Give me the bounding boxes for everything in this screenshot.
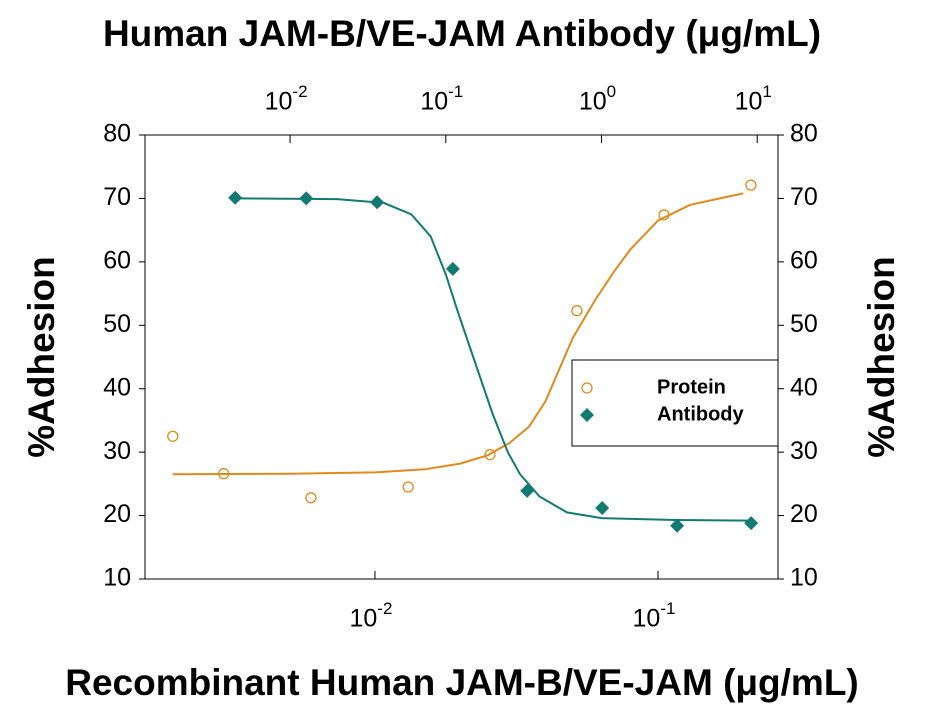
legend-label: Protein xyxy=(657,376,726,398)
tick-exponent: 1 xyxy=(762,82,771,101)
data-point xyxy=(595,500,610,515)
y-tick-label: 80 xyxy=(103,120,131,148)
y-tick-label: 50 xyxy=(103,310,131,338)
legend-box xyxy=(571,359,779,447)
plot-frame xyxy=(144,134,779,580)
data-point xyxy=(744,516,759,531)
y-axis-title: %Adhesion xyxy=(21,256,62,457)
y2-tick-label: 80 xyxy=(790,120,818,148)
y2-tick-label: 50 xyxy=(790,310,818,338)
data-point xyxy=(402,481,414,493)
y-tick-label: 20 xyxy=(103,500,131,528)
y2-tick-label: 40 xyxy=(790,373,818,401)
data-point xyxy=(370,195,385,210)
y2-tick-label: 20 xyxy=(790,500,818,528)
x2-tick-label: 101 xyxy=(735,82,772,115)
y-tick-label: 70 xyxy=(103,183,131,211)
x2-axis-title: Human JAM-B/VE-JAM Antibody (μg/mL) xyxy=(103,13,821,54)
data-point xyxy=(445,261,460,276)
fit-curve xyxy=(235,197,752,522)
data-point xyxy=(745,179,757,191)
data-point xyxy=(484,449,496,461)
y2-axis-title: %Adhesion xyxy=(861,256,902,457)
legend-marker xyxy=(580,408,594,422)
tick-exponent: -1 xyxy=(448,82,463,101)
y-tick-label: 40 xyxy=(103,373,131,401)
tick-exponent: -2 xyxy=(292,82,307,101)
data-point xyxy=(658,209,670,221)
y2-tick-label: 10 xyxy=(790,564,818,592)
y-tick-label: 60 xyxy=(103,246,131,274)
data-point xyxy=(571,305,583,317)
data-point xyxy=(167,430,179,442)
tick-exponent: -1 xyxy=(660,599,675,618)
data-point xyxy=(228,190,243,205)
y2-tick-label: 70 xyxy=(790,183,818,211)
legend-label: Antibody xyxy=(657,403,745,425)
y2-tick-label: 60 xyxy=(790,246,818,274)
data-point xyxy=(217,468,230,480)
x-tick-label: 10-2 xyxy=(349,599,392,632)
y2-tick-label: 30 xyxy=(790,437,818,465)
data-point xyxy=(305,492,317,504)
x2-tick-label: 10-1 xyxy=(420,82,463,115)
data-point xyxy=(670,518,685,533)
tick-exponent: 0 xyxy=(607,82,616,101)
legend-marker xyxy=(581,382,593,394)
x2-tick-label: 10-2 xyxy=(265,82,308,115)
y-tick-label: 30 xyxy=(103,437,131,465)
x-tick-label: 10-1 xyxy=(633,599,676,632)
data-point xyxy=(520,483,535,498)
data-point xyxy=(299,191,314,206)
y-tick-label: 10 xyxy=(103,564,131,592)
x-axis-title: Recombinant Human JAM-B/VE-JAM (μg/mL) xyxy=(65,662,859,703)
fit-curve xyxy=(172,192,744,476)
tick-exponent: -2 xyxy=(377,599,392,618)
x2-tick-label: 100 xyxy=(579,82,616,115)
